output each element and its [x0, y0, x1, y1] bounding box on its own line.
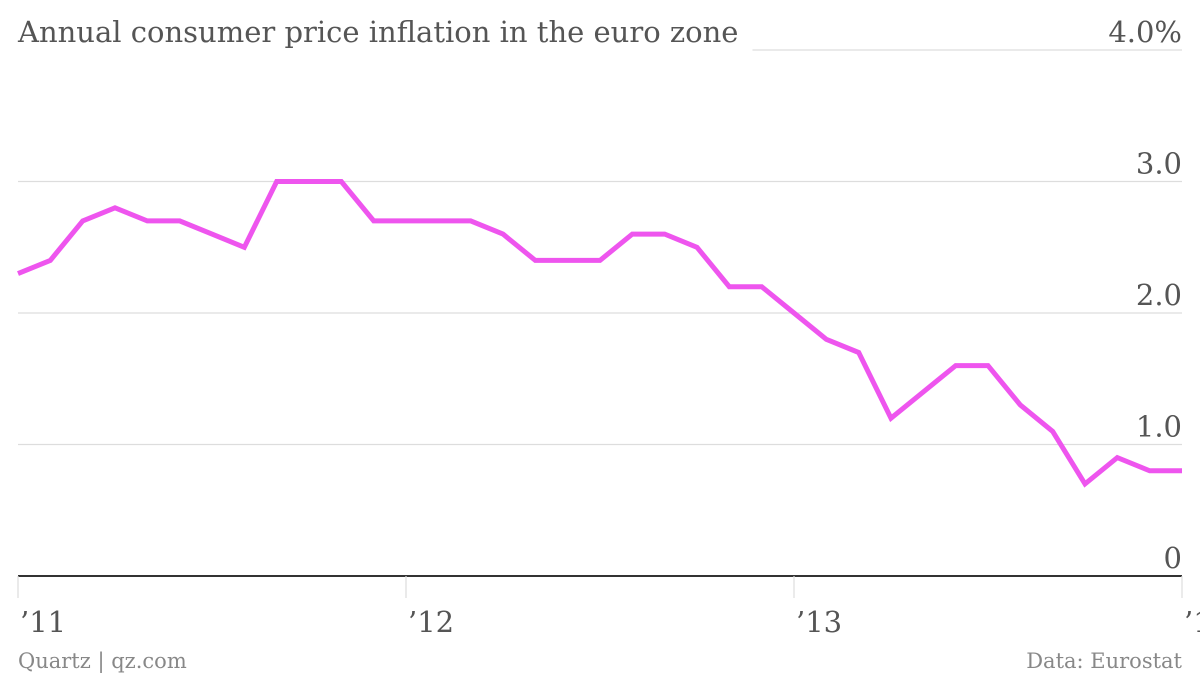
y-tick-label: 0	[1164, 541, 1182, 575]
credit-text: Quartz | qz.com	[18, 649, 187, 674]
series-layer	[17, 179, 1182, 488]
y-tick-label: 4.0%	[1108, 15, 1182, 49]
tick-layer: 0 1.0 2.0 3.0 4.0% ’11 ’12 ’13 ’14	[17, 15, 1200, 639]
x-tick-label: ’11	[20, 605, 66, 639]
grid-layer	[18, 49, 1182, 577]
series-line	[17, 179, 1182, 488]
x-tick-label: ’14	[1184, 605, 1200, 639]
y-tick-label: 3.0	[1136, 147, 1182, 181]
chart-title: Annual consumer price inflation in the e…	[17, 15, 738, 49]
x-tick-label: ’13	[796, 605, 842, 639]
y-tick-label: 2.0	[1136, 278, 1182, 312]
y-tick-label: 1.0	[1136, 410, 1182, 444]
x-tick-label: ’12	[408, 605, 454, 639]
source-text: Data: Eurostat	[1026, 649, 1182, 673]
